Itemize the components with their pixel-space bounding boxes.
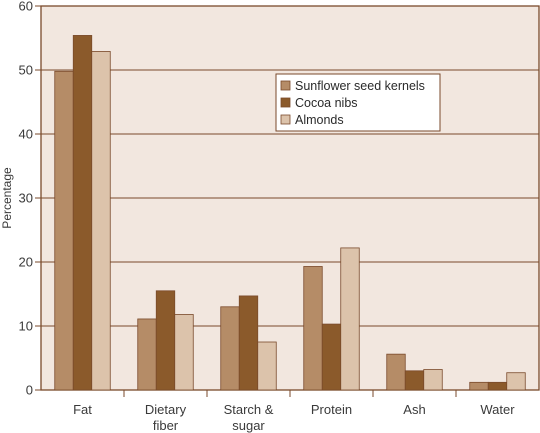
bar-almonds-ash — [423, 369, 443, 391]
y-tick-label: 0 — [26, 383, 33, 398]
legend-swatch — [280, 80, 291, 91]
bar-sunflower-seed-kernels-starch-sugar — [220, 306, 240, 391]
y-tick-label: 10 — [19, 319, 33, 334]
bars — [54, 35, 526, 391]
bar-cocoa-nibs-fat — [72, 35, 93, 391]
x-tick-label: Fat — [73, 402, 92, 417]
bar-sunflower-seed-kernels-fat — [54, 70, 74, 391]
legend-label: Almonds — [295, 113, 344, 127]
bar-almonds-water — [506, 372, 526, 391]
bar-cocoa-nibs-starch-sugar — [238, 295, 259, 391]
y-tick-labels: 0 10 20 30 40 50 60 — [19, 0, 41, 398]
gridlines — [41, 69, 539, 327]
bar-almonds-fat — [91, 51, 111, 391]
bar-cocoa-nibs-protein — [321, 323, 342, 391]
bar-sunflower-seed-kernels-dietary-fiber — [137, 318, 157, 391]
y-tick-label: 40 — [19, 127, 33, 142]
x-tick-label: Protein — [311, 402, 352, 417]
x-tick-labels: Fat Dietary fiber Starch & sugar Protein Ash Wa… — [73, 390, 515, 433]
x-tick-label: Ash — [403, 402, 425, 417]
bar-almonds-starch-sugar — [257, 341, 277, 391]
y-tick-label: 50 — [19, 63, 33, 78]
x-tick-label: Water — [480, 402, 515, 417]
legend-swatch — [280, 97, 291, 108]
bar-almonds-dietary-fiber — [174, 314, 194, 391]
legend-box — [275, 73, 441, 132]
bar-sunflower-seed-kernels-ash — [386, 353, 406, 391]
bar-almonds-protein — [340, 247, 360, 391]
x-tick-label: Starch & sugar — [224, 402, 274, 433]
y-tick-label: 60 — [19, 0, 33, 14]
bar-cocoa-nibs-water — [487, 381, 508, 391]
bar-cocoa-nibs-dietary-fiber — [155, 290, 176, 391]
y-axis-title: Percentage — [0, 167, 14, 229]
legend-label: Cocoa nibs — [295, 96, 358, 110]
y-tick-label: 30 — [19, 191, 33, 206]
bar-sunflower-seed-kernels-water — [469, 381, 489, 391]
legend: Sunflower seed kernels Cocoa nibs Almonds — [275, 73, 441, 132]
bar-sunflower-seed-kernels-protein — [303, 266, 323, 391]
y-tick-label: 20 — [19, 255, 33, 270]
legend-swatch — [280, 114, 291, 125]
x-tick-label: Dietary fiber — [145, 402, 187, 433]
legend-label: Sunflower seed kernels — [295, 79, 425, 93]
bar-cocoa-nibs-ash — [404, 370, 425, 391]
